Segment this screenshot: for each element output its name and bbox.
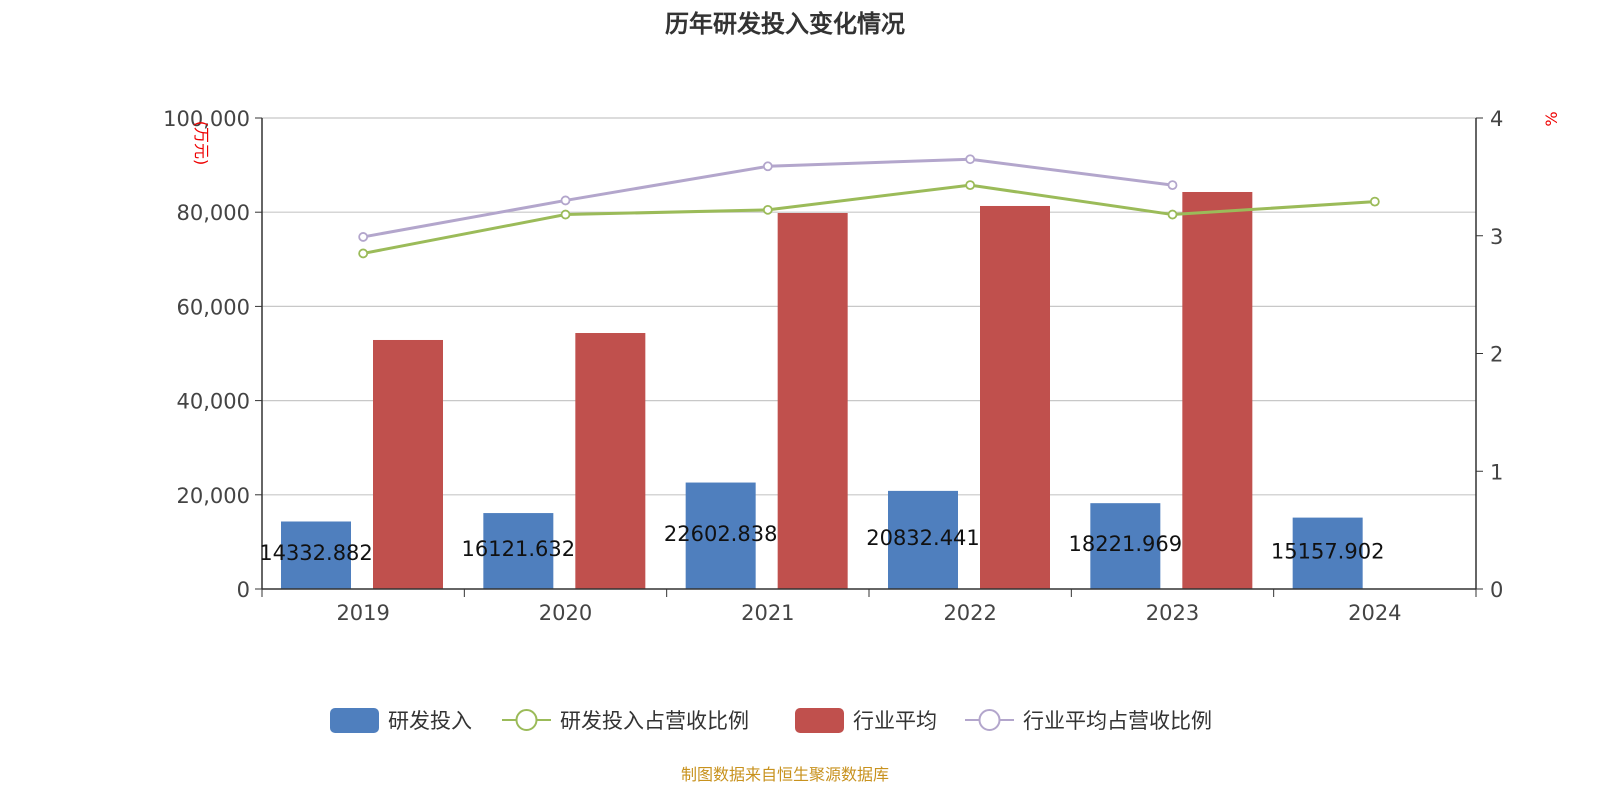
line-point [358,232,369,242]
line-point [1167,209,1178,220]
legend-swatch-marker [515,709,538,731]
data-label: 16121.632 [462,537,576,561]
legend-swatch-marker [978,709,1001,731]
bar-rd-investment [685,482,756,589]
right-tick-label: 2 [1490,343,1503,367]
line-point [358,248,369,259]
line-point [1369,196,1380,207]
line-point [560,195,571,206]
line-point [1167,180,1178,191]
x-tick-label: 2021 [741,601,794,625]
bar-rd-investment [888,490,958,589]
bar-industry-average [1182,191,1253,590]
x-tick-label: 2020 [539,601,592,625]
data-label: 15157.902 [1271,539,1385,563]
right-axis-unit: % [1542,111,1561,126]
legend-label: 研发投入 [388,709,472,733]
left-tick-label: 40,000 [177,390,250,414]
chart-title: 历年研发投入变化情况 [665,10,905,38]
x-tick-label: 2024 [1348,601,1401,625]
left-tick-label: 60,000 [177,295,250,319]
right-tick-label: 0 [1490,578,1503,602]
left-tick-label: 0 [237,578,250,602]
legend-label: 行业平均 [853,709,937,733]
left-tick-label: 100,000 [163,107,250,131]
line-point [965,180,976,191]
bar-rd-investment [281,521,351,589]
bar-rd-investment [483,513,554,589]
line-point [762,204,773,215]
data-label: 18221.969 [1069,532,1183,556]
x-tick-label: 2023 [1146,601,1199,625]
source-note: 制图数据来自恒生聚源数据库 [681,765,889,784]
x-tick-label: 2022 [943,601,996,625]
legend-label: 行业平均占营收比例 [1023,709,1212,733]
data-label: 22602.838 [664,522,778,546]
line-rd-ratio [362,183,1375,255]
legend-label: 研发投入占营收比例 [560,709,749,733]
line-point [965,154,976,165]
data-label: 14332.882 [259,541,373,565]
line-point [560,209,571,220]
legend-swatch [330,708,379,733]
bar-rd-investment [1090,503,1161,589]
right-tick-label: 3 [1490,225,1503,249]
bar-industry-average [777,213,848,589]
left-tick-label: 80,000 [177,201,250,225]
bar-industry-average [373,339,443,589]
left-tick-label: 20,000 [177,484,250,508]
data-label: 20832.441 [866,526,980,550]
bar-industry-average [575,333,646,589]
x-tick-label: 2019 [336,601,389,625]
right-tick-label: 4 [1490,107,1503,131]
legend-swatch [795,708,844,733]
bar-industry-average [980,205,1050,590]
line-point [762,161,773,172]
left-axis-unit: (万元) [192,121,211,166]
bar-rd-investment [1292,517,1363,589]
right-tick-label: 1 [1490,460,1503,484]
